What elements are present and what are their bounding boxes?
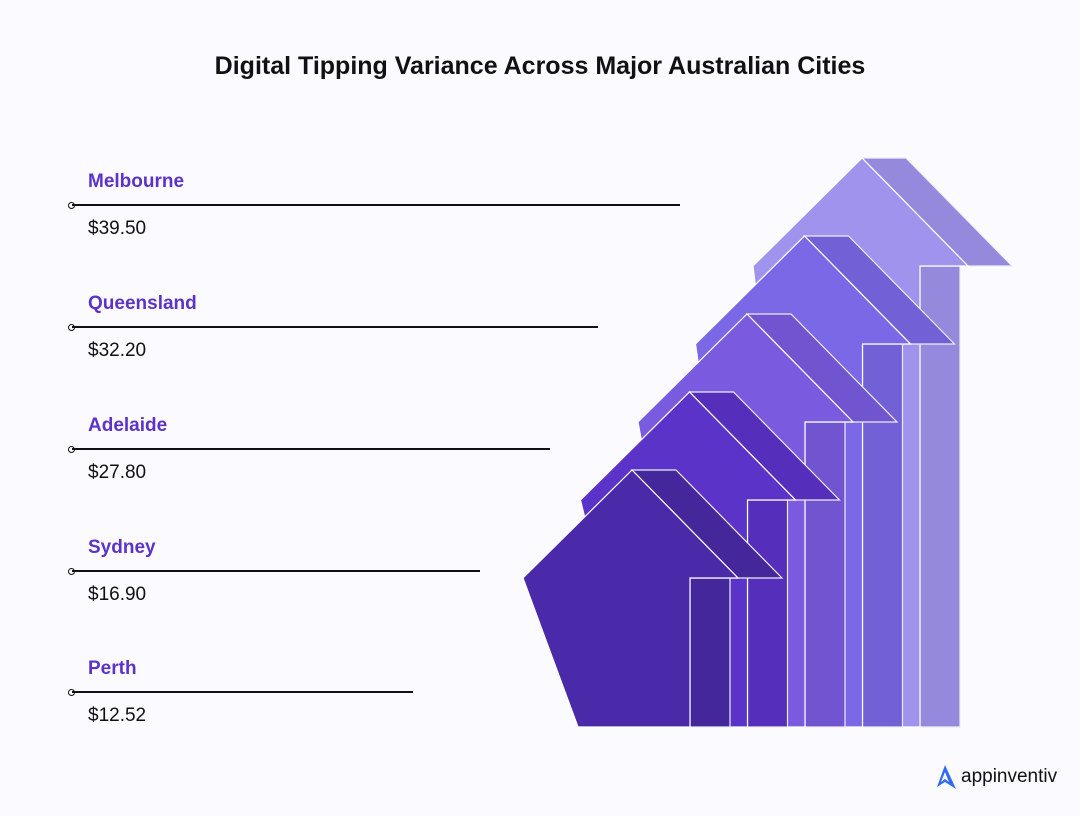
value-line [72, 326, 598, 328]
brand-logo: appinventiv [932, 763, 1057, 791]
city-label: Queensland [88, 293, 197, 314]
value-line [72, 204, 680, 206]
city-label: Melbourne [88, 171, 185, 192]
brand-name: appinventiv [961, 766, 1058, 787]
value-label: $39.50 [88, 218, 147, 239]
value-label: $32.20 [88, 340, 147, 361]
appinventiv-logo-icon [937, 765, 956, 789]
value-line [72, 570, 480, 572]
value-label: $12.52 [88, 705, 147, 726]
city-label: Adelaide [88, 415, 168, 436]
chart-title: Digital Tipping Variance Across Major Au… [214, 52, 866, 80]
value-line [72, 691, 413, 693]
value-label: $27.80 [88, 462, 147, 483]
arrow-front-face [522, 469, 740, 728]
city-label: Sydney [88, 537, 156, 558]
value-label: $16.90 [88, 584, 147, 605]
arrow-perth [522, 469, 784, 728]
city-label: Perth [88, 658, 137, 679]
value-line [72, 448, 550, 450]
